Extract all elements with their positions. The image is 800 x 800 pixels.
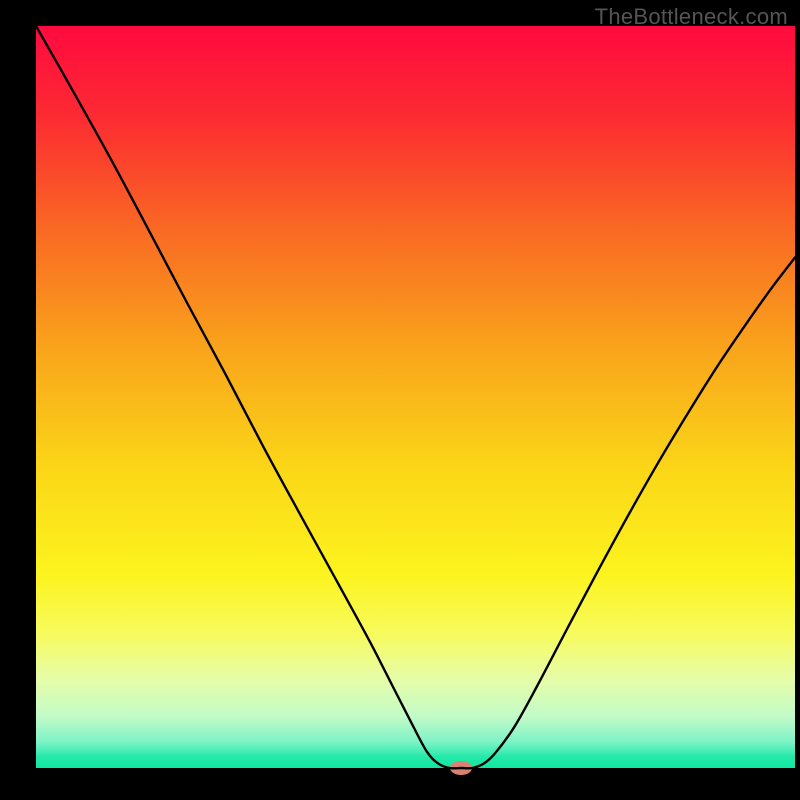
plot-area: [36, 26, 795, 768]
bottleneck-chart: [0, 0, 800, 800]
chart-container: TheBottleneck.com: [0, 0, 800, 800]
